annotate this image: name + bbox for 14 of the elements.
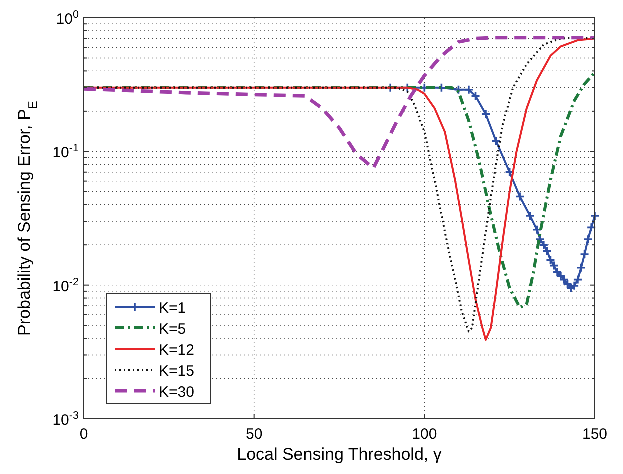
legend-label: K=12 (159, 342, 194, 359)
x-tick-label: 150 (582, 426, 608, 443)
x-tick-label: 50 (246, 426, 263, 443)
x-axis-title: Local Sensing Threshold, γ (237, 445, 442, 464)
y-tick-label: 10$^{-2}$ (52, 276, 79, 296)
legend-label: K=15 (159, 363, 194, 380)
y-tick-label: 10$^{-3}$ (52, 410, 79, 429)
legend-label: K=5 (159, 321, 186, 338)
x-tick-label: 100 (412, 426, 438, 443)
y-tick-label: 10$^{-1}$ (52, 142, 79, 162)
legend-label: K=1 (159, 300, 186, 317)
y-tick-label: 10$^{0}$ (56, 9, 79, 28)
legend-label: K=30 (159, 384, 194, 401)
x-tick-label: 0 (80, 426, 88, 443)
